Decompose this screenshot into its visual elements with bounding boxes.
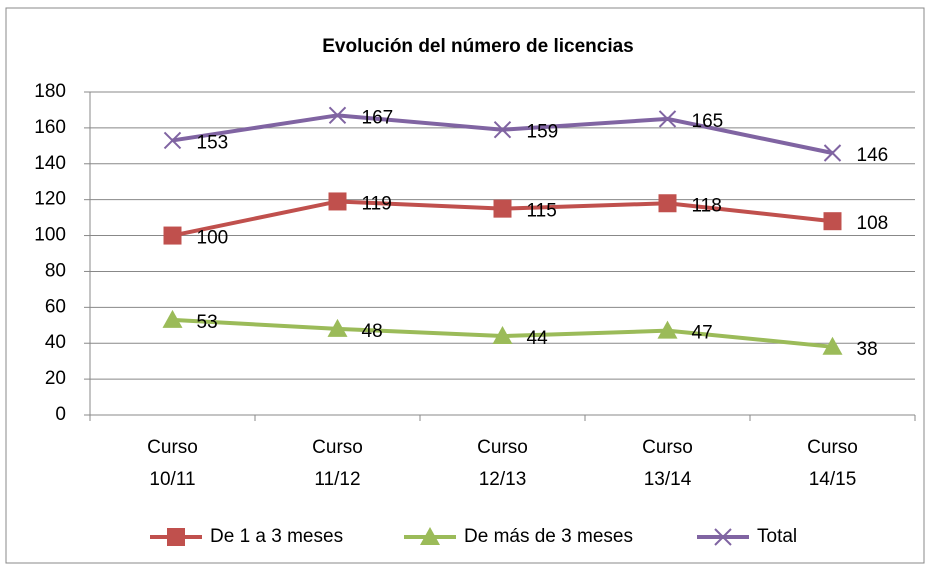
data-label: 44	[527, 328, 549, 349]
data-label: 159	[527, 122, 559, 143]
data-label: 48	[362, 321, 383, 342]
data-label: 100	[197, 228, 229, 249]
data-label: 118	[692, 195, 722, 216]
marker	[658, 110, 677, 128]
data-label: 115	[527, 201, 557, 222]
legend-label: De 1 a 3 meses	[210, 526, 343, 547]
y-tick-label: 140	[34, 153, 66, 174]
marker	[658, 194, 677, 213]
x-tick-label: Curso 10/11	[147, 437, 198, 490]
marker	[823, 212, 842, 231]
y-tick-label: 120	[34, 189, 66, 210]
x-tick-label: Curso 11/12	[312, 437, 363, 490]
marker	[162, 309, 183, 328]
y-tick-label: 180	[34, 81, 66, 102]
marker	[823, 144, 842, 162]
data-label: 47	[692, 323, 713, 344]
y-tick-label: 100	[34, 225, 66, 246]
chart-title: Evolución del número de licencias	[322, 36, 633, 57]
marker	[493, 120, 512, 139]
chart-border	[5, 7, 925, 564]
y-tick-label: 160	[34, 117, 66, 138]
marker	[492, 326, 513, 345]
marker	[328, 106, 347, 125]
marker	[328, 192, 347, 211]
data-label: 53	[197, 312, 218, 333]
data-label: 119	[362, 193, 392, 214]
data-label: 153	[197, 132, 229, 153]
y-tick-label: 80	[45, 260, 66, 281]
data-label: 146	[857, 145, 889, 166]
data-label: 165	[692, 111, 724, 132]
x-tick-label: Curso 14/15	[807, 437, 858, 490]
x-tick-label: Curso 13/14	[642, 437, 693, 490]
marker	[167, 528, 185, 546]
marker	[822, 336, 843, 355]
marker	[163, 131, 182, 150]
marker	[714, 528, 732, 546]
marker	[657, 320, 678, 339]
marker	[163, 226, 182, 245]
data-label: 108	[857, 213, 889, 234]
legend-label: De más de 3 meses	[464, 526, 633, 547]
y-tick-label: 40	[45, 332, 66, 353]
y-tick-label: 20	[45, 368, 66, 389]
x-tick-label: Curso 12/13	[477, 437, 528, 490]
marker	[327, 318, 348, 337]
y-tick-label: 60	[45, 296, 66, 317]
legend-label: Total	[757, 526, 797, 547]
y-tick-label: 0	[55, 404, 66, 425]
marker	[420, 527, 440, 545]
data-label: 38	[857, 339, 878, 360]
marker	[493, 199, 512, 218]
data-label: 167	[362, 107, 394, 128]
